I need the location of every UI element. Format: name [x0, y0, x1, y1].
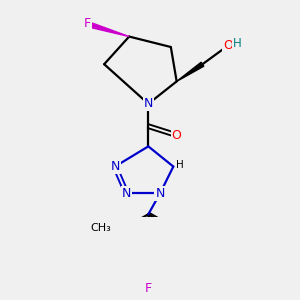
Text: H: H	[232, 37, 241, 50]
Text: F: F	[84, 17, 91, 30]
Text: O: O	[223, 39, 233, 52]
Text: N: N	[144, 97, 153, 110]
Polygon shape	[91, 23, 129, 37]
Text: F: F	[145, 282, 152, 295]
Text: N: N	[155, 187, 165, 200]
Text: O: O	[172, 129, 182, 142]
Text: H: H	[176, 160, 184, 170]
Polygon shape	[177, 62, 204, 81]
Text: N: N	[122, 187, 131, 200]
Text: N: N	[110, 160, 120, 173]
Text: CH₃: CH₃	[90, 223, 111, 233]
